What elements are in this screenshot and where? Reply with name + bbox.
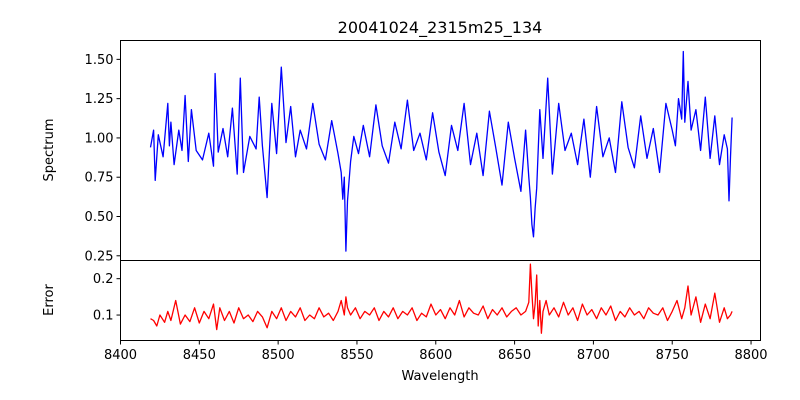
spectrum-y-tick-label: 1.25 bbox=[85, 92, 114, 107]
spectrum-series bbox=[149, 50, 733, 252]
x-tick-label: 8800 bbox=[734, 348, 767, 363]
x-tick-label: 8700 bbox=[577, 348, 610, 363]
error-y-ticks: 0.1 0.2 bbox=[93, 272, 121, 324]
spectrum-y-tick-label: 0.75 bbox=[85, 171, 114, 186]
spectrum-axes-frame bbox=[120, 40, 761, 261]
x-ticks: 8400 8450 8500 8550 8600 8650 8700 8750 8800 bbox=[104, 340, 768, 363]
spectrum-panel: 0.25 0.50 0.75 1.00 1.25 1.50 Spectrum bbox=[42, 40, 761, 264]
error-line-0 bbox=[150, 263, 733, 334]
spectrum-y-tick-label: 1.50 bbox=[85, 53, 114, 68]
error-y-tick-label: 0.1 bbox=[93, 309, 114, 324]
chart-title: 20041024_2315m25_134 bbox=[338, 18, 543, 38]
spectrum-line-0 bbox=[149, 50, 733, 252]
spectrum-y-tick-label: 1.00 bbox=[85, 131, 114, 146]
x-tick-label: 8400 bbox=[104, 348, 137, 363]
error-panel: 0.1 0.2 Error bbox=[42, 260, 761, 341]
error-y-tick-label: 0.2 bbox=[93, 272, 114, 287]
spectrum-y-ticks: 0.25 0.50 0.75 1.00 1.25 1.50 bbox=[85, 53, 121, 264]
x-axis-label: Wavelength bbox=[401, 369, 478, 384]
x-tick-label: 8450 bbox=[183, 348, 216, 363]
x-tick-label: 8750 bbox=[656, 348, 689, 363]
error-series bbox=[150, 263, 733, 334]
spectrum-y-axis-label: Spectrum bbox=[42, 119, 57, 182]
x-tick-label: 8650 bbox=[498, 348, 531, 363]
x-tick-label: 8550 bbox=[340, 348, 373, 363]
error-axes-frame bbox=[120, 260, 761, 341]
spectrum-y-tick-label: 0.50 bbox=[85, 210, 114, 225]
x-tick-label: 8600 bbox=[419, 348, 452, 363]
spectrum-y-tick-label: 0.25 bbox=[85, 249, 114, 264]
x-tick-label: 8500 bbox=[262, 348, 295, 363]
error-y-axis-label: Error bbox=[42, 284, 57, 316]
